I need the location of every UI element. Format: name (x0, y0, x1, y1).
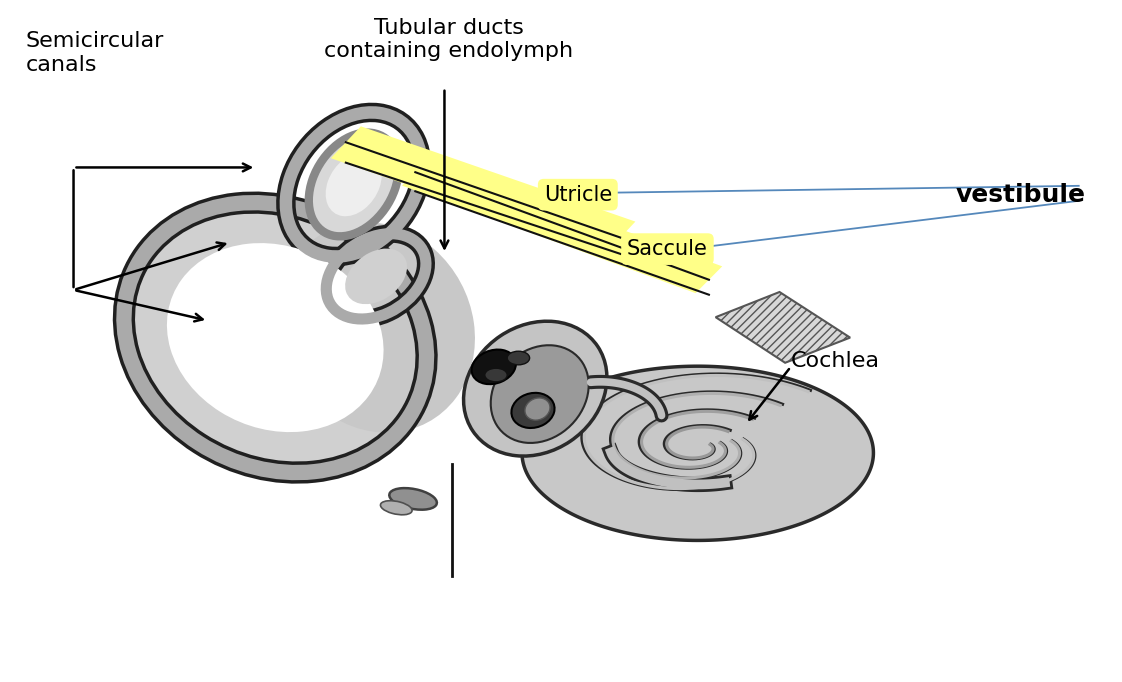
Circle shape (507, 351, 530, 365)
Text: Cochlea: Cochlea (791, 351, 880, 372)
Ellipse shape (325, 153, 381, 216)
Polygon shape (716, 292, 850, 363)
Polygon shape (522, 366, 873, 540)
Polygon shape (331, 126, 635, 254)
Text: Tubular ducts
containing endolymph: Tubular ducts containing endolymph (324, 18, 573, 61)
Text: Saccule: Saccule (627, 239, 708, 259)
Ellipse shape (277, 222, 475, 432)
Ellipse shape (463, 321, 607, 456)
Polygon shape (402, 159, 723, 293)
Ellipse shape (490, 345, 589, 443)
Ellipse shape (380, 501, 412, 515)
Ellipse shape (309, 132, 398, 237)
Ellipse shape (167, 243, 384, 432)
Ellipse shape (525, 398, 550, 420)
Ellipse shape (389, 488, 436, 509)
Circle shape (485, 368, 507, 382)
Ellipse shape (512, 393, 554, 428)
Text: vestibule: vestibule (956, 183, 1085, 207)
Ellipse shape (346, 248, 407, 304)
Ellipse shape (123, 203, 426, 473)
Text: Semicircular
canals: Semicircular canals (26, 31, 164, 74)
Ellipse shape (471, 350, 516, 384)
Text: Utricle: Utricle (544, 185, 611, 205)
